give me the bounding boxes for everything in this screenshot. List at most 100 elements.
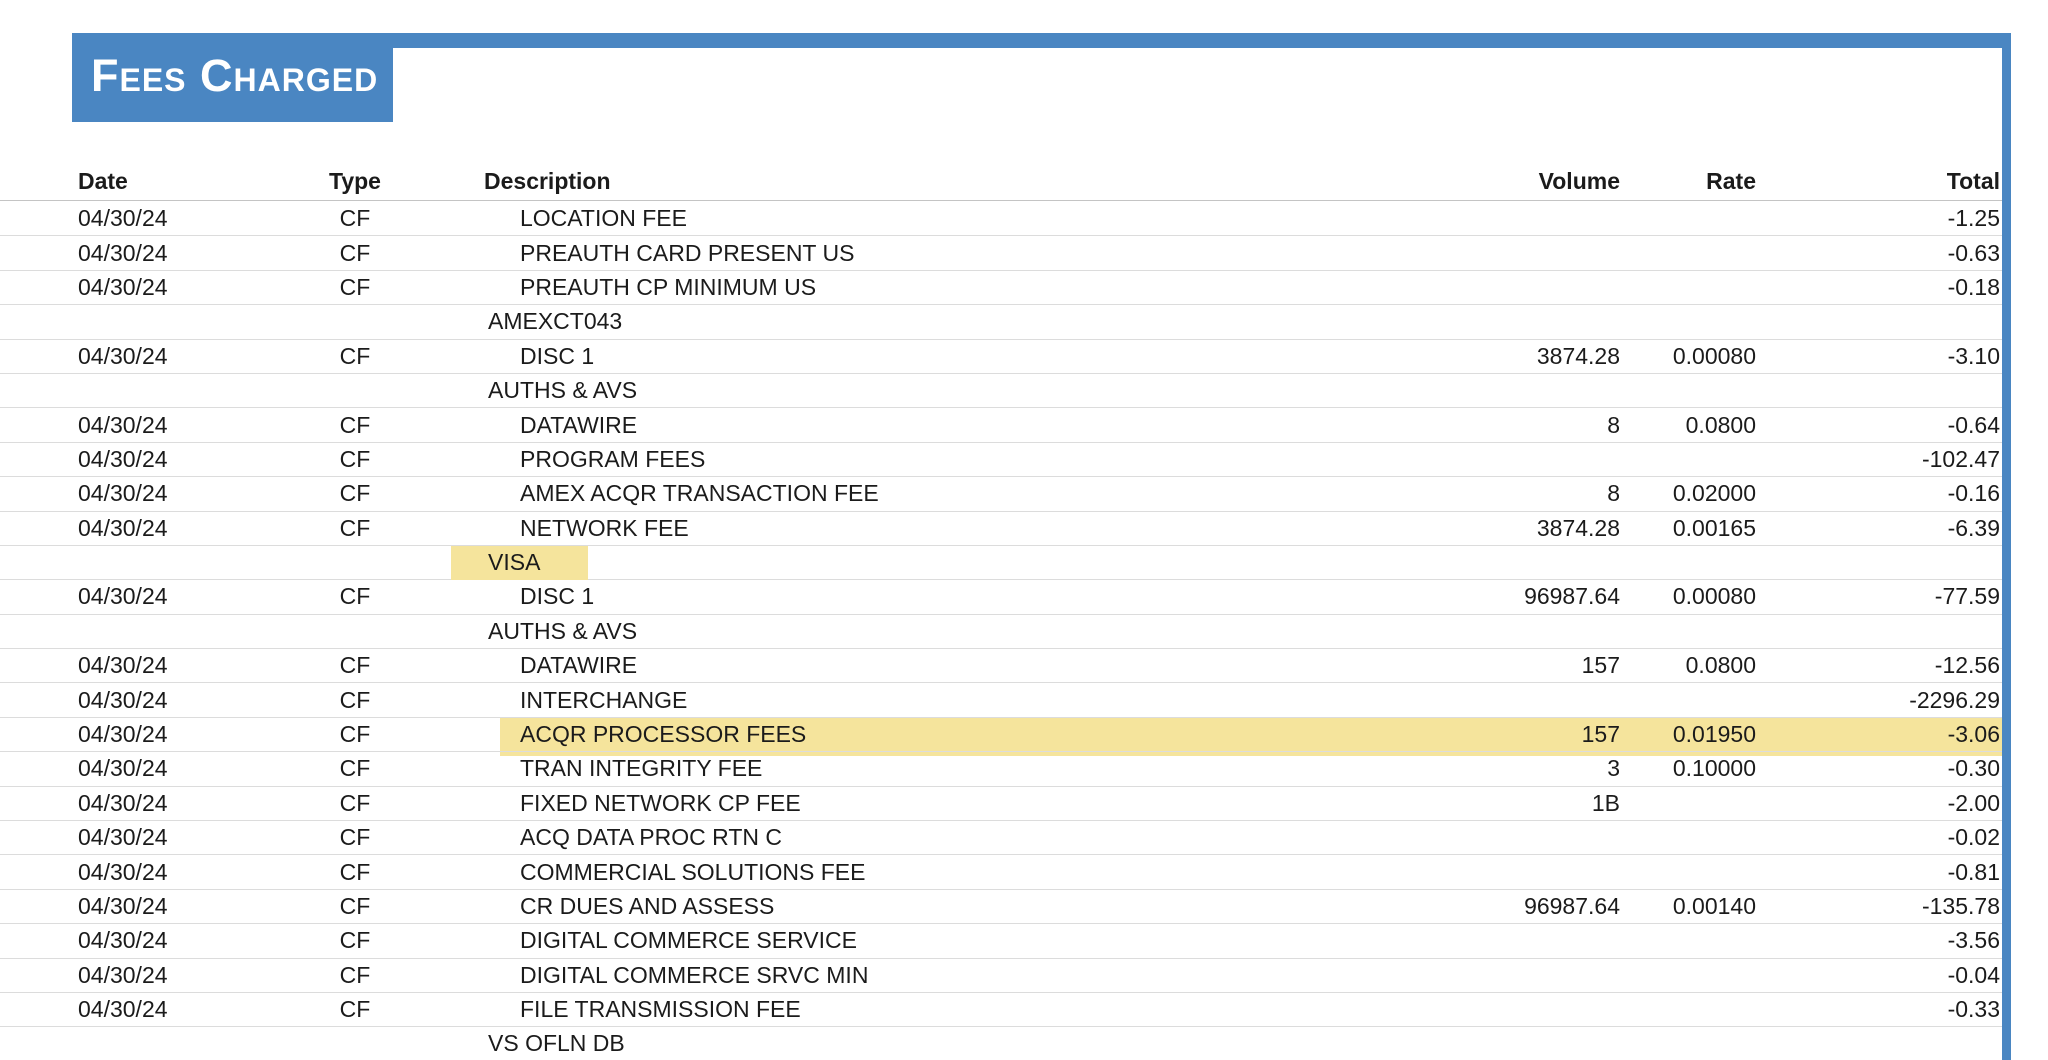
table-row: 04/30/24 CF DIGITAL COMMERCE SERVICE -3.… (0, 923, 2002, 957)
description-text: COMMERCIAL SOLUTIONS FEE (520, 858, 866, 885)
description-cell: NETWORK FEE (470, 515, 1470, 542)
table-row: 04/30/24 CF INTERCHANGE -2296.29 (0, 682, 2002, 716)
total-cell: -3.06 (1947, 721, 2000, 748)
table-row: VS OFLN DB (0, 1026, 2002, 1060)
total-cell: -0.02 (1947, 824, 2000, 851)
volume-cell: 157 (1581, 652, 1620, 679)
type-cell: CF (339, 514, 371, 541)
total-cell: -2296.29 (1909, 686, 2000, 713)
description-text: AUTHS & AVS (488, 377, 638, 404)
description-text: DIGITAL COMMERCE SRVC MIN (520, 961, 869, 988)
date-cell: 04/30/24 (78, 480, 168, 507)
description-cell: FILE TRANSMISSION FEE (470, 996, 1470, 1023)
description-text: DATAWIRE (520, 411, 638, 438)
description-text: AUTHS & AVS (488, 617, 638, 644)
column-header-date: Date (78, 168, 128, 194)
description-text: DISC 1 (520, 342, 595, 369)
description-text: NETWORK FEE (520, 514, 689, 541)
volume-cell: 8 (1607, 411, 1620, 438)
column-header-total: Total (1946, 168, 2000, 194)
description-text: VS OFLN DB (488, 1030, 625, 1057)
description-cell: LOCATION FEE (470, 205, 1470, 232)
volume-cell: 3 (1607, 755, 1620, 782)
description-cell: VS OFLN DB (470, 1030, 1470, 1057)
total-cell: -0.30 (1947, 755, 2000, 782)
table-row: 04/30/24 CF AMEX ACQR TRANSACTION FEE 8 … (0, 476, 2002, 510)
row-highlight (500, 717, 2002, 757)
rate-cell: 0.01950 (1672, 721, 1756, 748)
description-cell: FIXED NETWORK CP FEE (470, 790, 1470, 817)
description-cell: PREAUTH CP MINIMUM US (470, 274, 1470, 301)
type-cell: CF (339, 893, 371, 919)
type-cell: CF (339, 721, 371, 748)
description-text: FIXED NETWORK CP FEE (520, 789, 801, 816)
total-cell: -1.25 (1947, 204, 2000, 231)
description-text: DATAWIRE (520, 652, 638, 679)
type-cell: CF (339, 480, 371, 507)
description-text: PROGRAM FEES (520, 445, 706, 472)
volume-cell: 96987.64 (1524, 583, 1620, 610)
total-cell: -12.56 (1934, 652, 2000, 679)
rate-cell: 0.00080 (1672, 583, 1756, 610)
description-cell: DISC 1 (470, 343, 1470, 370)
description-cell: DATAWIRE (470, 412, 1470, 439)
total-cell: -77.59 (1934, 583, 2000, 610)
description-cell: DIGITAL COMMERCE SERVICE (470, 927, 1470, 954)
date-cell: 04/30/24 (78, 239, 168, 266)
description-cell: PROGRAM FEES (470, 446, 1470, 473)
date-cell: 04/30/24 (78, 893, 168, 919)
description-text: INTERCHANGE (520, 686, 688, 713)
table-row: 04/30/24 CF DATAWIRE 157 0.0800 -12.56 (0, 648, 2002, 682)
description-cell: DIGITAL COMMERCE SRVC MIN (470, 962, 1470, 989)
total-cell: -3.56 (1947, 927, 2000, 954)
volume-cell: 3874.28 (1536, 342, 1620, 369)
total-cell: -0.33 (1947, 996, 2000, 1023)
total-cell: -0.18 (1947, 273, 2000, 300)
table-row: 04/30/24 CF PROGRAM FEES -102.47 (0, 441, 2002, 476)
total-cell: -0.04 (1947, 961, 2000, 988)
table-row: 04/30/24 CF COMMERCIAL SOLUTIONS FEE -0.… (0, 854, 2002, 888)
type-cell: CF (339, 927, 371, 954)
type-cell: CF (339, 824, 371, 851)
table-row: 04/30/24 CF DIGITAL COMMERCE SRVC MIN -0… (0, 957, 2002, 992)
type-cell: CF (339, 204, 371, 231)
type-cell: CF (339, 996, 371, 1023)
table-row: 04/30/24 CF PREAUTH CARD PRESENT US -0.6… (0, 235, 2002, 269)
date-cell: 04/30/24 (78, 755, 168, 782)
type-cell: CF (339, 445, 371, 472)
description-text: ACQ DATA PROC RTN C (520, 824, 782, 851)
date-cell: 04/30/24 (78, 411, 168, 438)
page-title: Fees Charged (91, 50, 379, 101)
description-cell: AUTHS & AVS (470, 377, 1470, 404)
description-cell: COMMERCIAL SOLUTIONS FEE (470, 859, 1470, 886)
description-cell: DATAWIRE (470, 652, 1470, 679)
date-cell: 04/30/24 (78, 514, 168, 541)
date-cell: 04/30/24 (78, 652, 168, 679)
description-cell: AUTHS & AVS (470, 618, 1470, 645)
description-cell: CR DUES AND ASSESS (470, 893, 1470, 920)
description-text: ACQR PROCESSOR FEES (520, 721, 807, 748)
volume-cell: 8 (1607, 480, 1620, 507)
description-cell: AMEX ACQR TRANSACTION FEE (470, 480, 1470, 507)
date-cell: 04/30/24 (78, 824, 168, 851)
date-cell: 04/30/24 (78, 961, 168, 988)
description-cell: VISA (451, 545, 1470, 580)
table-row: 04/30/24 CF DISC 1 3874.28 0.00080 -3.10 (0, 338, 2002, 373)
date-cell: 04/30/24 (78, 445, 168, 472)
column-header-rate: Rate (1706, 168, 1756, 194)
rate-cell: 0.00165 (1672, 514, 1756, 541)
table-row: 04/30/24 CF LOCATION FEE -1.25 (0, 201, 2002, 235)
volume-cell: 157 (1581, 721, 1620, 748)
table-row: AUTHS & AVS (0, 613, 2002, 648)
description-cell: ACQ DATA PROC RTN C (470, 824, 1470, 851)
description-text: AMEX ACQR TRANSACTION FEE (520, 480, 879, 507)
rate-cell: 0.00080 (1672, 342, 1756, 369)
description-cell: INTERCHANGE (470, 687, 1470, 714)
total-cell: -0.63 (1947, 239, 2000, 266)
table-row: 04/30/24 CF NETWORK FEE 3874.28 0.00165 … (0, 510, 2002, 545)
table-row: 04/30/24 CF FILE TRANSMISSION FEE -0.33 (0, 991, 2002, 1026)
total-cell: -135.78 (1921, 893, 2000, 919)
column-header-type: Type (329, 168, 381, 194)
description-cell: TRAN INTEGRITY FEE (470, 755, 1470, 782)
column-header-description: Description (484, 168, 611, 194)
